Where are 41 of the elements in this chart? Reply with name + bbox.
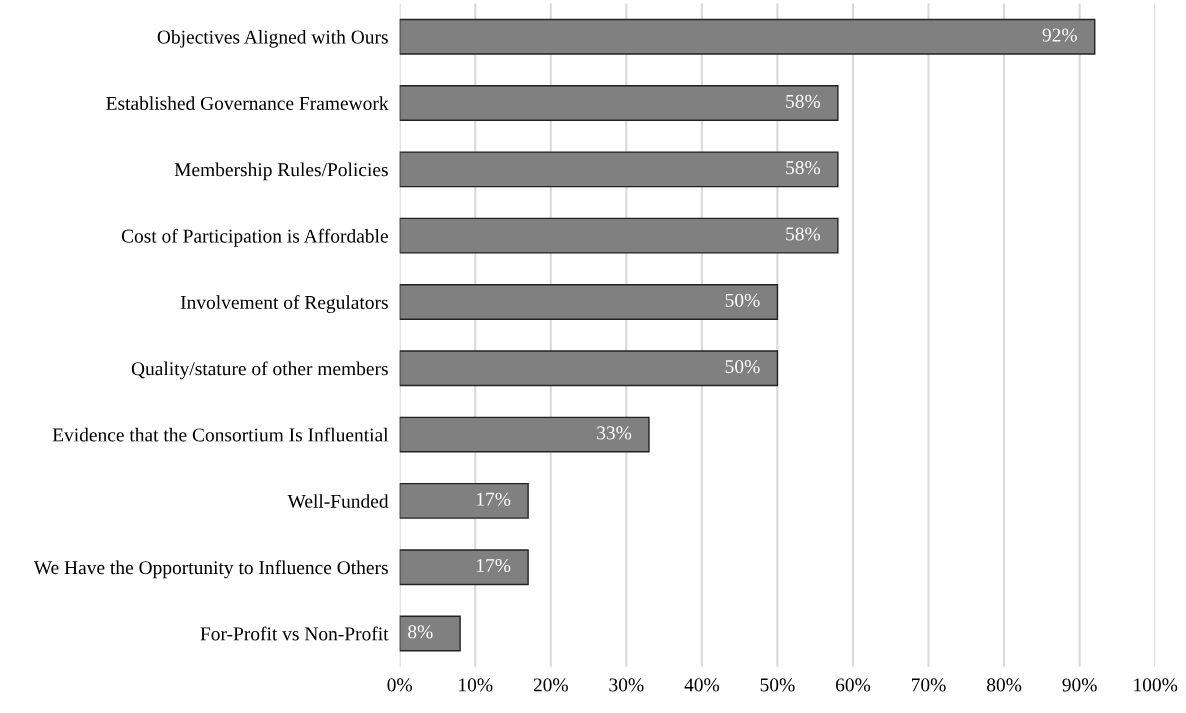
bar (399, 549, 529, 586)
bar (399, 151, 839, 188)
data-label: 17% (477, 492, 511, 506)
bar (399, 284, 779, 320)
data-label: 92% (1042, 28, 1077, 42)
bar (399, 615, 461, 652)
x-tick-label: 70% (911, 678, 946, 692)
y-tick-label: We Have the Opportunity to Influence Others (33, 560, 388, 579)
x-tick-label: 50% (760, 678, 795, 692)
bar (399, 416, 650, 453)
x-tick-label: 80% (986, 678, 1022, 692)
y-tick-label: Membership Rules/Policies (174, 162, 388, 181)
x-tick-label: 90% (1062, 678, 1097, 692)
y-tick-label: Cost of Participation is Affordable (121, 228, 388, 247)
data-label: 17% (477, 558, 511, 573)
x-tick-label: 100% (1134, 678, 1178, 692)
x-tick-label: 10% (459, 678, 493, 692)
data-label: 58% (786, 227, 821, 241)
x-tick-label: 30% (609, 678, 644, 692)
y-tick-label: Well-Funded (287, 494, 389, 508)
bar (399, 85, 839, 121)
data-label: 8% (408, 625, 433, 639)
y-tick-label: Quality/stature of other members (131, 361, 388, 380)
data-label: 33% (597, 426, 632, 440)
bar (399, 217, 839, 254)
y-tick-label: Objectives Aligned with Ours (157, 29, 388, 48)
x-tick-label: 40% (684, 678, 720, 692)
x-tick-label: 20% (533, 678, 568, 692)
data-label: 50% (725, 293, 760, 307)
bar (399, 350, 779, 387)
x-tick-label: 60% (835, 678, 871, 692)
bar (399, 18, 1096, 55)
data-label: 58% (786, 161, 821, 175)
y-tick-label: For-Profit vs Non-Profit (200, 626, 389, 641)
y-tick-label: Established Governance Framework (106, 96, 389, 110)
bar (399, 482, 529, 519)
x-tick-label: 0% (387, 678, 412, 692)
y-tick-label: Evidence that the Consortium Is Influential (52, 427, 389, 442)
y-tick-label: Involvement of Regulators (180, 295, 388, 313)
data-label: 50% (725, 360, 760, 374)
data-label: 58% (786, 94, 821, 108)
